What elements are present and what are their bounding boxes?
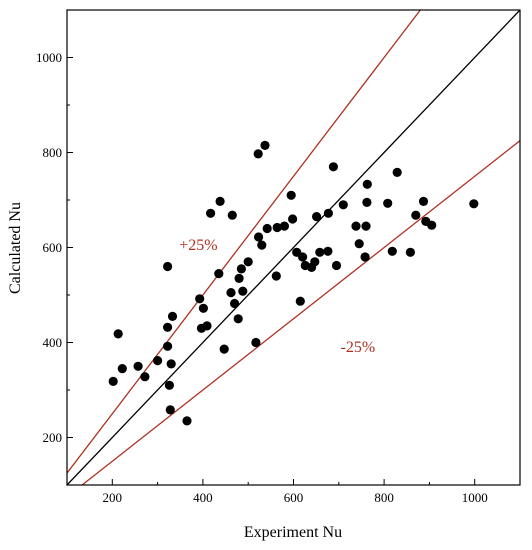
y-tick-label: 200 [43, 430, 63, 445]
data-point [363, 180, 372, 189]
data-point [427, 221, 436, 230]
data-point [165, 381, 174, 390]
data-point [109, 377, 118, 386]
data-point [419, 197, 428, 206]
x-tick-label: 800 [374, 490, 394, 505]
x-tick-label: 1000 [462, 490, 488, 505]
data-point [251, 338, 260, 347]
data-point [163, 262, 172, 271]
x-tick-label: 400 [193, 490, 213, 505]
data-point [118, 364, 127, 373]
axis-ticks: 200 400 600 800 1000 200 400 600 800 1000 [36, 10, 520, 505]
y-tick-label: 800 [43, 145, 63, 160]
data-point [230, 299, 239, 308]
data-point [355, 239, 364, 248]
data-point [234, 314, 243, 323]
data-point [199, 304, 208, 313]
reference-line-plus25pct [67, 0, 520, 473]
data-point [388, 247, 397, 256]
data-point [296, 297, 305, 306]
data-point [329, 162, 338, 171]
plot-area: 200 400 600 800 1000 200 400 600 800 1000 +25% -25… [36, 0, 520, 505]
data-point [163, 342, 172, 351]
y-tick-label: 600 [43, 240, 63, 255]
data-point [216, 197, 225, 206]
y-tick-label: 400 [43, 335, 63, 350]
data-point [228, 211, 237, 220]
data-point [406, 248, 415, 257]
data-point [244, 257, 253, 266]
data-point [134, 362, 143, 371]
x-axis-label: Experiment Nu [244, 524, 342, 541]
data-point [254, 232, 263, 241]
data-point [226, 288, 235, 297]
data-point [114, 329, 123, 338]
annotation-plus-25: +25% [179, 237, 217, 254]
data-point [393, 168, 402, 177]
data-point [323, 247, 332, 256]
data-point [168, 312, 177, 321]
data-point [214, 269, 223, 278]
x-tick-label: 600 [284, 490, 304, 505]
data-point [263, 224, 272, 233]
reference-lines [67, 0, 520, 497]
data-point [254, 149, 263, 158]
y-axis-label: Calculated Nu [7, 202, 24, 294]
annotation-minus-25: -25% [340, 339, 375, 356]
data-point [315, 248, 324, 257]
data-point [351, 222, 360, 231]
data-point [361, 222, 370, 231]
data-point [362, 198, 371, 207]
data-point [166, 405, 175, 414]
data-point [202, 321, 211, 330]
data-point [411, 211, 420, 220]
data-point [237, 264, 246, 273]
data-point [383, 199, 392, 208]
data-point [257, 241, 266, 250]
data-point [235, 274, 244, 283]
annotations: +25% -25% [179, 237, 375, 356]
data-point [206, 209, 215, 218]
data-point [260, 141, 269, 150]
data-point [361, 252, 370, 261]
data-point [167, 359, 176, 368]
x-tick-label: 200 [103, 490, 123, 505]
data-point [220, 345, 229, 354]
data-point [153, 356, 162, 365]
data-point [238, 287, 247, 296]
data-point [287, 191, 296, 200]
reference-line-parity [67, 10, 520, 485]
data-point [332, 261, 341, 270]
data-point [163, 323, 172, 332]
data-point [298, 252, 307, 261]
data-point [182, 416, 191, 425]
data-point [280, 222, 289, 231]
data-point [312, 212, 321, 221]
data-point [324, 209, 333, 218]
data-point [310, 257, 319, 266]
y-tick-label: 1000 [36, 50, 62, 65]
data-point [195, 294, 204, 303]
data-point [469, 199, 478, 208]
data-point [288, 214, 297, 223]
data-point [140, 372, 149, 381]
data-point [339, 200, 348, 209]
data-point [272, 271, 281, 280]
